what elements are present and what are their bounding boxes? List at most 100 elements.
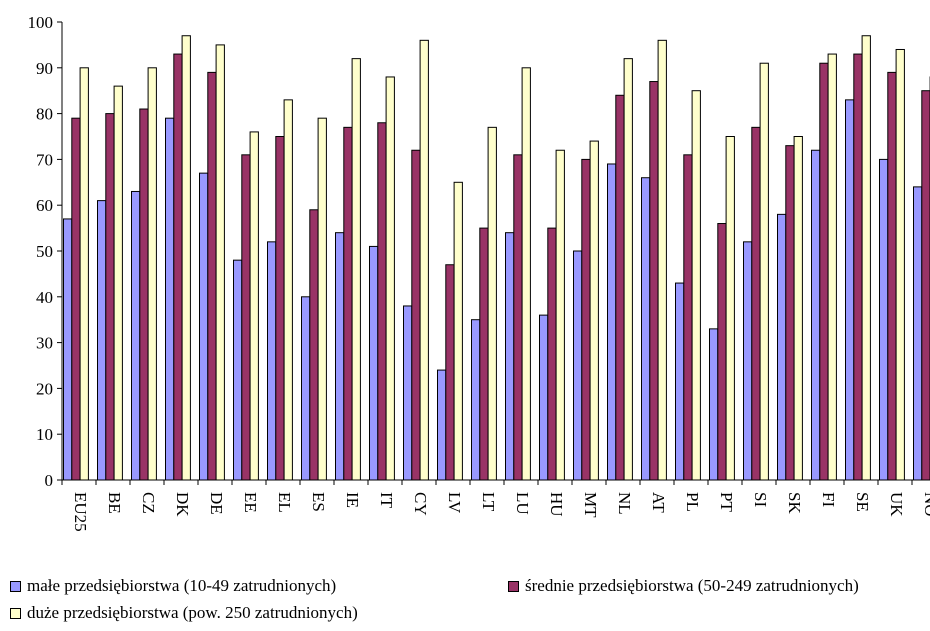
bar-eu25-series-0 bbox=[63, 218, 73, 481]
y-tick-label-40: 40 bbox=[36, 288, 53, 307]
bar-uk-series-1 bbox=[887, 71, 897, 481]
bar-cy-series-1 bbox=[411, 149, 421, 481]
bar-hu-series-1 bbox=[547, 227, 557, 481]
y-tick-label-50: 50 bbox=[36, 242, 53, 261]
bar-be-series-2 bbox=[113, 85, 123, 481]
bar-el-series-0 bbox=[267, 241, 277, 481]
bar-fi-series-0 bbox=[811, 149, 821, 481]
bar-es-series-2 bbox=[317, 117, 327, 481]
y-tick-label-70: 70 bbox=[36, 150, 53, 169]
y-tick-label-10: 10 bbox=[36, 425, 53, 444]
bar-es-series-1 bbox=[309, 209, 319, 481]
bar-fi-series-2 bbox=[827, 53, 837, 481]
bar-eu25-series-1 bbox=[71, 117, 81, 481]
bar-dk-series-0 bbox=[165, 117, 175, 481]
x-tick-label-mt: MT bbox=[581, 492, 600, 518]
bar-lt-series-0 bbox=[471, 319, 481, 481]
x-tick-label-si: SI bbox=[751, 492, 770, 507]
bar-fi-series-1 bbox=[819, 62, 829, 481]
bar-mt-series-2 bbox=[589, 140, 599, 481]
bar-lt-series-2 bbox=[487, 126, 497, 481]
bar-lv-series-1 bbox=[445, 264, 455, 481]
bar-hu-series-2 bbox=[555, 149, 565, 481]
bar-cy-series-0 bbox=[403, 305, 413, 481]
bar-se-series-2 bbox=[861, 35, 871, 481]
bar-nl-series-0 bbox=[607, 163, 617, 481]
bar-si-series-1 bbox=[751, 126, 761, 481]
bar-ee-series-1 bbox=[241, 154, 251, 481]
bar-pl-series-0 bbox=[675, 282, 685, 481]
bar-be-series-0 bbox=[97, 200, 107, 481]
x-tick-label-at: AT bbox=[649, 492, 668, 513]
axes-layer: 0 10 20 30 40 50 60 70 80 90 100 EU25 BE CZ DK DE EE EL ES… bbox=[28, 13, 930, 532]
bar-at-series-2 bbox=[657, 39, 667, 481]
x-tick-label-de: DE bbox=[207, 492, 226, 515]
y-tick-label-100: 100 bbox=[28, 13, 54, 32]
bar-si-series-2 bbox=[759, 62, 769, 481]
x-tick-label-hu: HU bbox=[547, 492, 566, 517]
bar-no-series-0 bbox=[913, 186, 923, 481]
x-tick-label-lu: LU bbox=[513, 492, 532, 515]
bar-eu25-series-2 bbox=[79, 67, 89, 481]
y-tick-label-30: 30 bbox=[36, 334, 53, 353]
x-tick-label-nl: NL bbox=[615, 492, 634, 515]
x-tick-label-eu25: EU25 bbox=[71, 492, 90, 532]
x-tick-label-it: IT bbox=[377, 492, 396, 509]
bar-sk-series-2 bbox=[793, 136, 803, 481]
bar-it-series-1 bbox=[377, 122, 387, 481]
x-tick-label-no: NO bbox=[921, 492, 930, 517]
bar-cz-series-0 bbox=[131, 190, 141, 481]
x-tick-label-ee: EE bbox=[241, 492, 260, 513]
x-tick-label-lv: LV bbox=[445, 492, 464, 514]
bar-lv-series-0 bbox=[437, 369, 447, 481]
bar-at-series-0 bbox=[641, 177, 651, 481]
bar-dk-series-1 bbox=[173, 53, 183, 481]
bar-pl-series-1 bbox=[683, 154, 693, 481]
bar-hu-series-0 bbox=[539, 314, 549, 481]
bar-de-series-1 bbox=[207, 71, 217, 481]
bar-mt-series-0 bbox=[573, 250, 583, 481]
bar-lu-series-0 bbox=[505, 232, 515, 481]
bar-it-series-2 bbox=[385, 76, 395, 481]
y-tick-label-20: 20 bbox=[36, 379, 53, 398]
bar-uk-series-0 bbox=[879, 158, 889, 481]
x-tick-label-pl: PL bbox=[683, 492, 702, 512]
bar-ee-series-2 bbox=[249, 131, 259, 481]
y-tick-label-60: 60 bbox=[36, 196, 53, 215]
x-tick-label-uk: UK bbox=[887, 492, 906, 517]
bar-at-series-1 bbox=[649, 81, 659, 481]
bar-lt-series-1 bbox=[479, 227, 489, 481]
bar-no-series-1 bbox=[921, 90, 930, 481]
bar-se-series-1 bbox=[853, 53, 863, 481]
y-tick-label-90: 90 bbox=[36, 59, 53, 78]
x-tick-label-el: EL bbox=[275, 492, 294, 513]
bar-sk-series-1 bbox=[785, 145, 795, 481]
bars-layer bbox=[63, 35, 930, 481]
bar-se-series-0 bbox=[845, 99, 855, 481]
bar-lu-series-1 bbox=[513, 154, 523, 481]
bar-ee-series-0 bbox=[233, 259, 243, 481]
bar-de-series-0 bbox=[199, 172, 209, 481]
bar-pt-series-1 bbox=[717, 223, 727, 481]
bar-it-series-0 bbox=[369, 245, 379, 481]
bar-sk-series-0 bbox=[777, 213, 787, 481]
bar-dk-series-2 bbox=[181, 35, 191, 481]
bar-pt-series-0 bbox=[709, 328, 719, 481]
x-tick-label-sk: SK bbox=[785, 492, 804, 514]
x-tick-label-cz: CZ bbox=[139, 492, 158, 514]
x-tick-label-es: ES bbox=[309, 492, 328, 512]
x-tick-label-cy: CY bbox=[411, 492, 430, 516]
x-tick-label-dk: DK bbox=[173, 492, 192, 517]
bar-cz-series-1 bbox=[139, 108, 149, 481]
bar-ie-series-0 bbox=[335, 232, 345, 481]
bar-be-series-1 bbox=[105, 113, 115, 481]
x-tick-label-pt: PT bbox=[717, 492, 736, 512]
bar-cz-series-2 bbox=[147, 67, 157, 481]
bar-cy-series-2 bbox=[419, 39, 429, 481]
bar-el-series-2 bbox=[283, 99, 293, 481]
bar-pt-series-2 bbox=[725, 136, 735, 481]
bar-ie-series-1 bbox=[343, 126, 353, 481]
bar-es-series-0 bbox=[301, 296, 311, 481]
bar-pl-series-2 bbox=[691, 90, 701, 481]
